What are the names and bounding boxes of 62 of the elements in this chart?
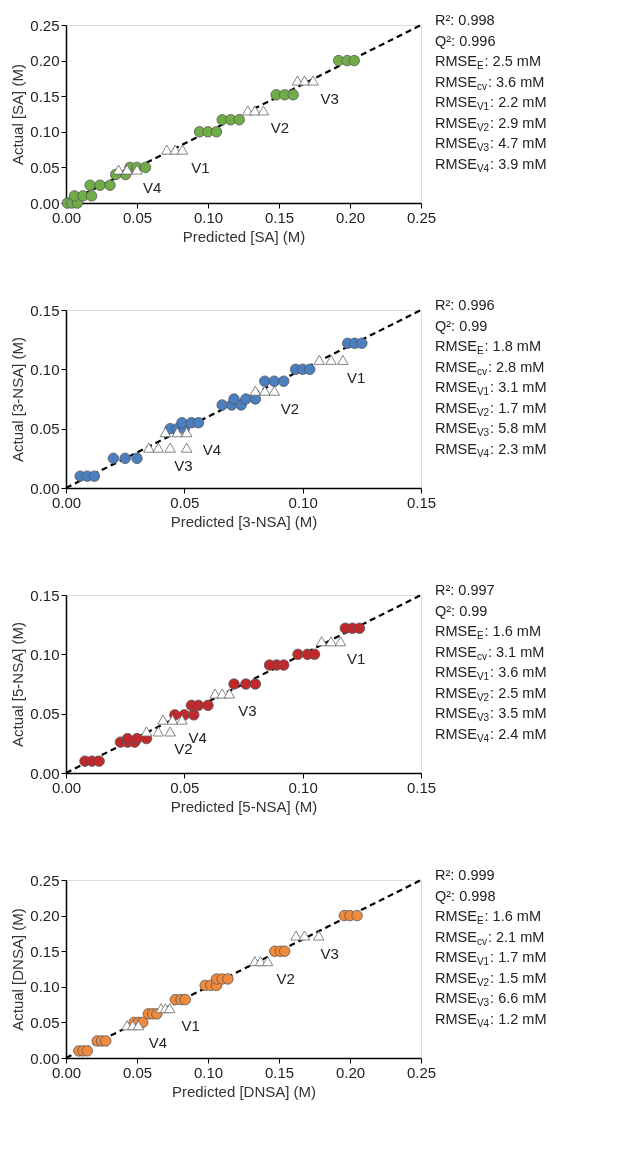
x-tick-label: 0.05	[122, 1063, 153, 1081]
annotation: V3	[320, 89, 339, 107]
y-tick-label: 0.10	[30, 360, 60, 378]
y-tick-label: 0.20	[30, 52, 60, 70]
y-tick-label: 0.10	[30, 978, 60, 996]
text: Q²: 0.996	[435, 32, 496, 49]
annotation: V2	[280, 399, 300, 417]
text: Q²: 0.99	[435, 602, 488, 619]
x-axis-title: Predicted [3-NSA] (M)	[170, 512, 318, 530]
text: R²: 0.997	[435, 582, 495, 598]
annotation: V3	[320, 944, 339, 962]
y-tick-label: 0.15	[30, 586, 60, 604]
text: R²: 0.998	[435, 12, 495, 28]
x-tick-label: 0.15	[264, 1063, 295, 1081]
x-tick-label: 0.10	[193, 208, 224, 226]
x-tick-label: 0.10	[193, 1063, 224, 1081]
x-tick-label: 0.25	[406, 1063, 437, 1081]
x-tick-label: 0.20	[335, 208, 366, 226]
text: Q²: 0.99	[435, 317, 488, 334]
x-tick-label: 0.20	[335, 1063, 366, 1081]
annotation: V1	[347, 368, 366, 386]
annotation: V2	[270, 119, 290, 137]
x-tick-label: 0.15	[406, 778, 437, 796]
x-axis-title: Predicted [SA] (M)	[182, 227, 306, 245]
x-tick-label: 0.15	[406, 493, 437, 511]
x-tick-label: 0.10	[288, 778, 318, 796]
y-tick-label: 0.15	[30, 301, 60, 319]
x-axis-title: Predicted [DNSA] (M)	[171, 1082, 317, 1100]
y-tick-label: 0.15	[30, 942, 60, 960]
y-axis-title: Actual [DNSA] (M)	[9, 908, 27, 1031]
y-axis-title: Actual [5-NSA] (M)	[9, 621, 27, 748]
y-tick-label: 0.05	[30, 420, 60, 438]
x-tick-label: 0.25	[406, 208, 437, 226]
y-tick-label: 0.05	[30, 1013, 60, 1031]
annotation: V2	[276, 970, 295, 988]
y-tick-label: 0.15	[30, 87, 60, 105]
y-axis-title: Actual [SA] (M)	[9, 64, 27, 165]
y-tick-label: 0.25	[30, 16, 60, 34]
y-tick-label: 0.25	[30, 871, 60, 889]
x-tick-label: 0.10	[288, 493, 318, 511]
x-tick-label: 0.05	[170, 493, 200, 511]
annotation: V4	[143, 178, 162, 196]
y-tick-label: 0.10	[30, 123, 60, 141]
y-axis-title: Actual [3-NSA] (M)	[9, 336, 27, 463]
text: Q²: 0.998	[435, 887, 496, 904]
x-tick-label: 0.05	[122, 208, 153, 226]
annotation: V4	[202, 441, 222, 459]
x-tick-label: 0.15	[264, 208, 295, 226]
annotation: V1	[181, 1017, 200, 1035]
x-axis-title: Predicted [5-NSA] (M)	[170, 797, 318, 815]
text: R²: 0.999	[435, 867, 495, 883]
y-tick-label: 0.10	[30, 645, 60, 663]
annotation: V1	[347, 650, 366, 668]
x-tick-label: 0.05	[170, 778, 200, 796]
y-tick-label: 0.05	[30, 158, 60, 176]
y-tick-label: 0.05	[30, 705, 60, 723]
annotation: V1	[191, 158, 210, 176]
annotation: V3	[238, 702, 257, 720]
annotation: V4	[148, 1034, 168, 1052]
text: R²: 0.996	[435, 297, 495, 313]
annotation: V3	[174, 456, 193, 474]
y-tick-label: 0.20	[30, 907, 60, 925]
